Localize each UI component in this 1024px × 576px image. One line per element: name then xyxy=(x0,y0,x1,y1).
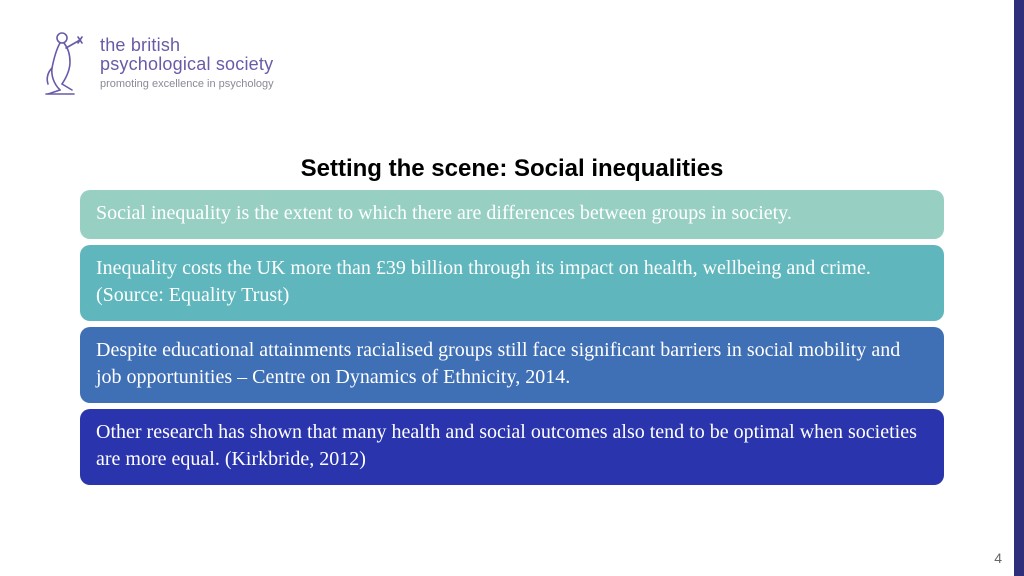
logo-text: the british psychological society promot… xyxy=(100,36,274,90)
bps-figure-icon xyxy=(40,28,88,98)
content-boxes: Social inequality is the extent to which… xyxy=(80,190,944,485)
slide-title: Setting the scene: Social inequalities xyxy=(0,155,1024,183)
side-accent-bar xyxy=(1014,0,1024,576)
info-box-3: Despite educational attainments racialis… xyxy=(80,327,944,403)
logo-line-2: psychological society xyxy=(100,55,274,74)
info-box-2: Inequality costs the UK more than £39 bi… xyxy=(80,245,944,321)
logo-line-1: the british xyxy=(100,36,274,55)
info-box-4: Other research has shown that many healt… xyxy=(80,409,944,485)
slide: the british psychological society promot… xyxy=(0,0,1024,576)
logo-tagline: promoting excellence in psychology xyxy=(100,78,274,90)
logo-area: the british psychological society promot… xyxy=(40,28,274,98)
page-number: 4 xyxy=(994,550,1002,566)
info-box-1: Social inequality is the extent to which… xyxy=(80,190,944,239)
